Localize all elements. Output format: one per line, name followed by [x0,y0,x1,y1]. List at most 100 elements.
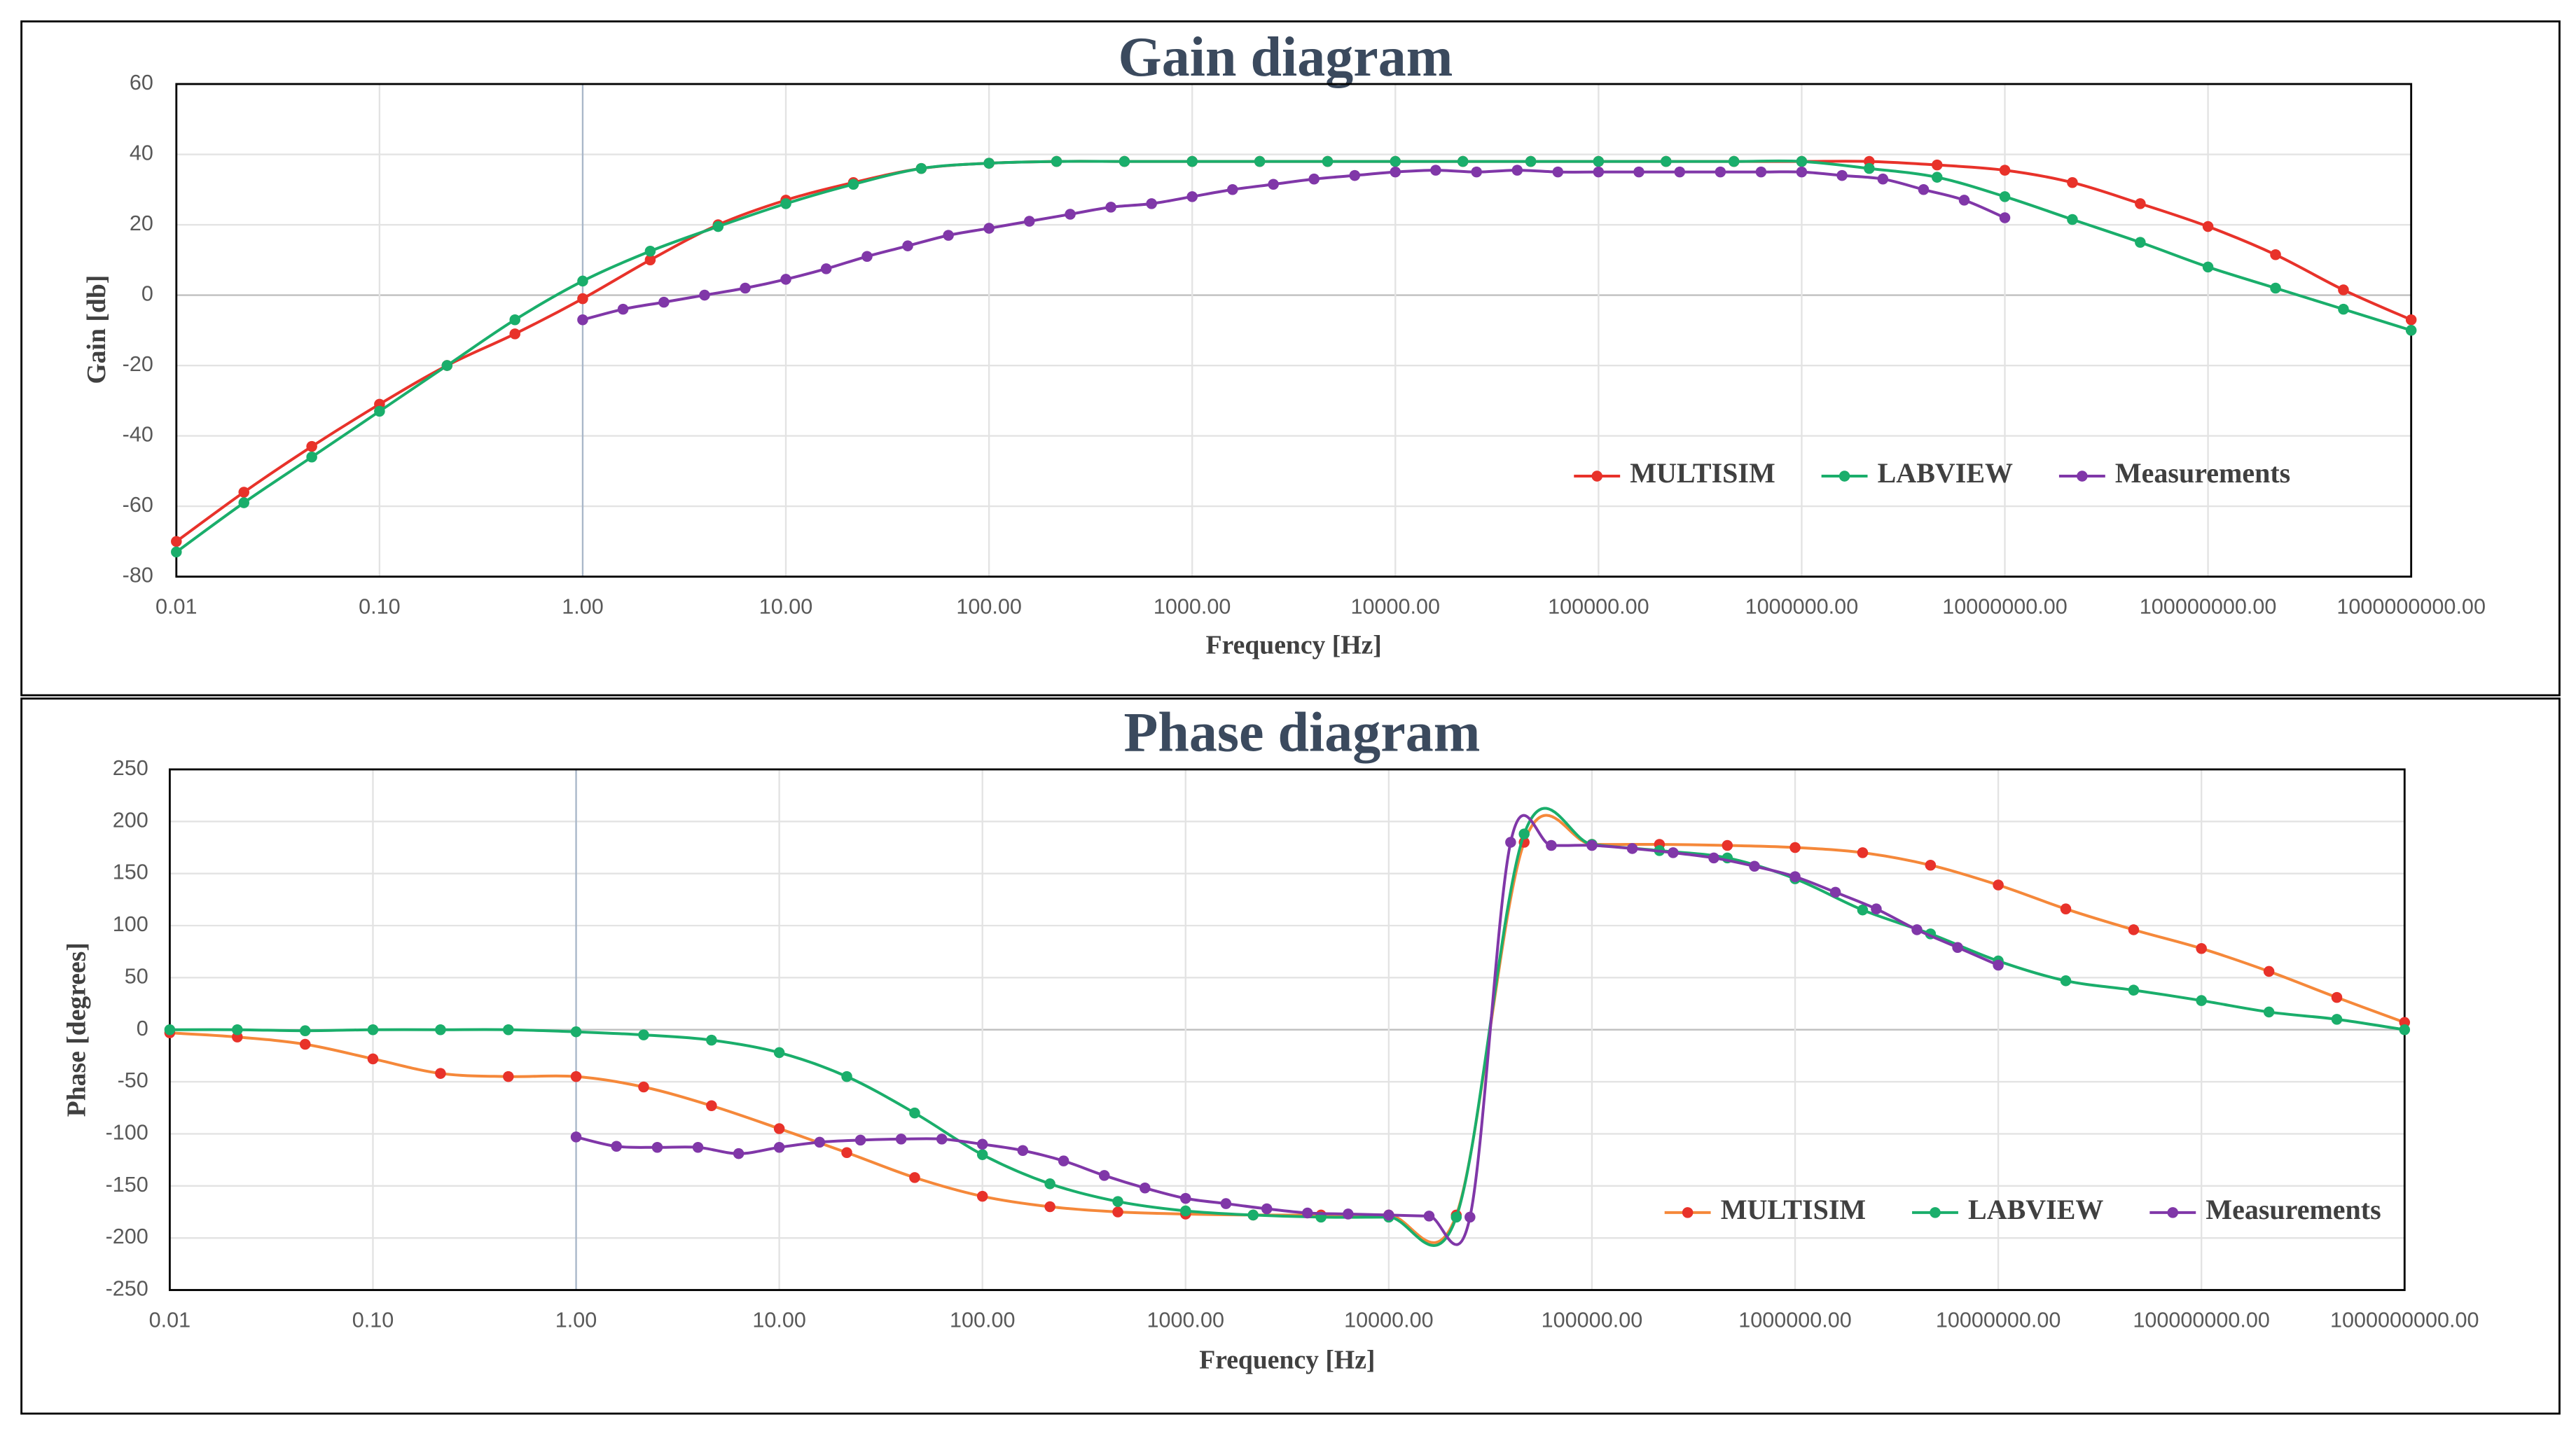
data-point [570,1026,582,1038]
data-point [1112,1196,1123,1207]
data-point [1518,828,1530,839]
data-point [503,1024,514,1036]
data-point [976,1138,988,1150]
data-point [1755,166,1767,178]
data-point [1789,871,1801,882]
data-point [1180,1205,1191,1217]
data-point [1952,942,1963,953]
legend-label: MULTISIM [1630,457,1775,489]
data-point [570,1071,582,1082]
data-point [509,328,520,340]
data-point [1390,155,1401,167]
data-point [1112,1206,1123,1218]
y-tick-label: -100 [106,1121,148,1145]
x-tick-label: 100000.00 [1542,1308,1643,1332]
data-point [1722,839,1733,851]
legend-marker [1591,470,1602,482]
data-point [1715,166,1726,178]
x-tick-label: 1000000000.00 [2330,1308,2479,1332]
data-point [1836,169,1848,181]
y-tick-label: 250 [113,756,148,780]
data-point [976,1190,988,1202]
data-point [2135,198,2146,209]
data-point [1302,1207,1313,1219]
data-point [1051,155,1062,167]
data-point [164,1024,176,1036]
data-point [1058,1155,1069,1166]
data-point [1708,852,1719,864]
x-tick-label: 1000.00 [1147,1308,1225,1332]
data-point [983,158,995,169]
y-tick-label: 100 [113,912,148,936]
data-point [1390,166,1401,178]
data-point [1911,924,1923,935]
data-point [238,497,250,508]
data-point [1857,904,1869,916]
legend-marker [1838,470,1850,482]
data-point [1864,162,1875,174]
y-tick-label: -250 [106,1277,148,1301]
data-point [2405,314,2417,326]
data-point [367,1053,379,1065]
y-tick-label: -20 [123,352,153,376]
data-point [1186,155,1198,167]
data-point [1343,1208,1354,1220]
data-point [577,314,588,326]
x-axis-label: Frequency [Hz] [1199,1346,1375,1375]
y-tick-label: 0 [141,282,153,306]
legend-marker [1930,1207,1941,1218]
data-point [171,546,182,558]
y-tick-label: 60 [130,71,153,95]
y-tick-label: -50 [118,1068,148,1092]
data-point [699,289,710,301]
data-point [2399,1024,2411,1036]
legend-marker [2167,1207,2179,1218]
data-point [577,275,588,287]
data-point [1993,959,2004,971]
legend-label: LABVIEW [1968,1194,2103,1225]
data-point [773,1123,785,1134]
data-point [367,1024,379,1036]
legend-marker [1682,1207,1694,1218]
data-point [617,303,629,315]
data-point [1471,166,1482,178]
data-point [1383,1209,1394,1221]
data-point [2202,221,2214,232]
legend-label: Measurements [2115,457,2290,489]
data-point [706,1100,717,1112]
x-tick-label: 0.01 [149,1308,191,1332]
data-point [1932,159,1943,171]
legend-label: MULTISIM [1721,1194,1866,1225]
x-tick-label: 10000000.00 [1942,594,2068,618]
y-tick-label: -80 [123,564,153,587]
data-point [1261,1203,1273,1215]
data-point [895,1134,907,1145]
series-line [175,159,2412,554]
data-point [577,293,588,305]
y-tick-label: 40 [130,141,153,165]
data-point [435,1024,446,1036]
data-point [1186,191,1198,202]
x-tick-label: 10000.00 [1351,594,1441,618]
data-point [1044,1201,1055,1213]
data-point [1268,179,1279,190]
data-point [2331,991,2343,1003]
y-tick-label: -150 [106,1173,148,1197]
data-point [740,282,751,294]
data-point [1146,198,1157,209]
data-point [1877,173,1889,185]
data-point [814,1136,826,1148]
x-tick-label: 100000000.00 [2133,1308,2270,1332]
y-tick-label: 20 [130,211,153,235]
data-point [299,1025,311,1036]
data-point [1829,886,1841,898]
data-point [1552,166,1564,178]
data-point [1626,843,1638,854]
data-point [2202,261,2214,273]
data-point [1633,166,1644,178]
data-point [306,440,317,452]
data-point [1999,165,2011,176]
x-tick-label: 10.00 [752,1308,806,1332]
